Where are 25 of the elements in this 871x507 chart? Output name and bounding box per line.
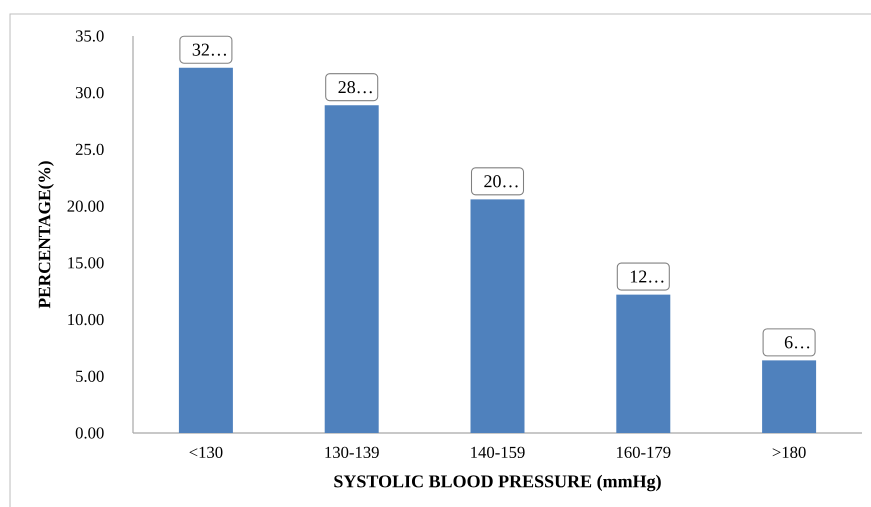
x-axis-title: SYSTOLIC BLOOD PRESSURE (mmHg) [334, 474, 661, 492]
y-tick-label: 30.0 [76, 87, 104, 98]
x-tick-label: 160-179 [616, 446, 670, 458]
data-label: 12… [630, 270, 664, 283]
y-tick-label: 35.0 [76, 30, 104, 42]
y-tick-label: 10.00 [68, 314, 104, 326]
x-tick-label: >180 [772, 446, 806, 458]
y-tick-label: 25.0 [76, 144, 104, 156]
x-tick-label: <130 [190, 446, 222, 458]
x-tick-label: 130-139 [325, 446, 379, 458]
y-tick-label: 15.00 [68, 257, 104, 269]
bar [616, 294, 670, 433]
y-tick-label: 5.00 [76, 370, 104, 382]
y-tick-label: 20.00 [68, 200, 104, 212]
bar [762, 360, 816, 433]
y-tick-label: 0.00 [76, 427, 104, 439]
bar [178, 68, 233, 433]
data-label: 20… [484, 175, 518, 188]
bar [470, 199, 524, 433]
data-label: 6… [784, 336, 810, 348]
data-label: 32… [192, 44, 226, 56]
y-axis-title: PERCENTAGE(%) [38, 161, 54, 308]
data-label: 28… [338, 81, 372, 94]
x-tick-label: 140-159 [471, 446, 525, 458]
bar [324, 105, 379, 433]
